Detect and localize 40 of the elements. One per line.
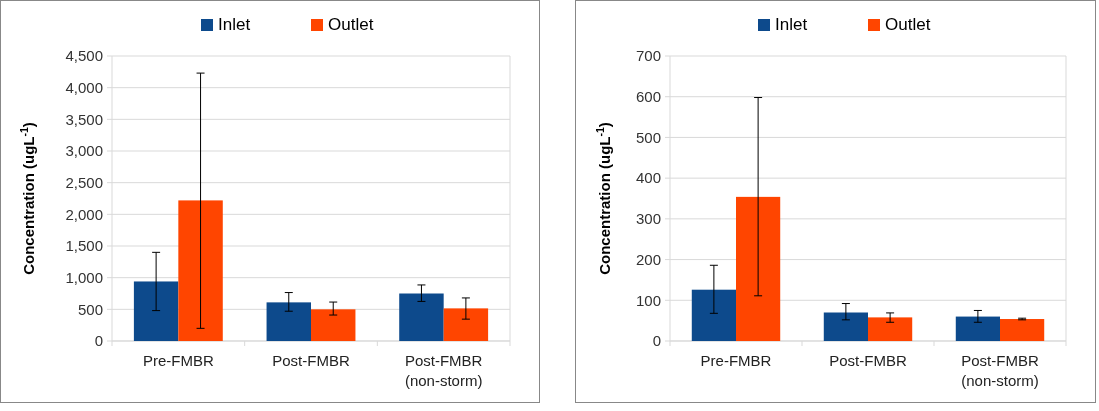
y-tick-label: 300 bbox=[635, 210, 661, 228]
bar bbox=[266, 302, 311, 341]
x-tick-label: Pre-FMBR bbox=[700, 352, 772, 369]
y-tick-label: 400 bbox=[635, 169, 661, 187]
x-tick-label: Post-FMBR bbox=[829, 352, 907, 369]
bar bbox=[443, 308, 489, 341]
legend-label: Outlet bbox=[885, 15, 931, 34]
x-tick-label: Post-FMBR (non-storm) bbox=[404, 352, 483, 389]
y-tick-label: 4,500 bbox=[65, 47, 103, 65]
bar bbox=[133, 281, 179, 341]
x-tick-label: Post-FMBR bbox=[272, 352, 350, 369]
y-tick-label: 200 bbox=[635, 250, 661, 268]
legend-label: Inlet bbox=[775, 15, 808, 34]
y-tick-label: 100 bbox=[635, 291, 661, 309]
y-tick-label: 600 bbox=[635, 87, 661, 105]
y-tick-label: 2,000 bbox=[65, 205, 103, 223]
bar bbox=[823, 312, 868, 341]
y-tick-label: 500 bbox=[635, 128, 661, 146]
y-tick-label: 3,000 bbox=[65, 142, 103, 160]
x-tick-label: Post-FMBR (non-storm) bbox=[961, 352, 1039, 389]
y-tick-label: 1,500 bbox=[65, 237, 103, 255]
y-tick-label: 700 bbox=[635, 47, 661, 65]
bar bbox=[399, 293, 444, 341]
x-tick-label: Pre-FMBR bbox=[142, 352, 214, 369]
y-tick-label: 3,500 bbox=[65, 110, 103, 128]
bar bbox=[311, 309, 356, 341]
y-tick-label: 1,000 bbox=[65, 268, 103, 286]
y-tick-label: 2,500 bbox=[65, 173, 103, 191]
bar bbox=[736, 196, 781, 341]
legend-label: Outlet bbox=[328, 15, 374, 34]
bar bbox=[691, 289, 736, 341]
bar bbox=[178, 200, 223, 341]
bar bbox=[1000, 319, 1045, 341]
y-tick-label: 0 bbox=[652, 332, 661, 350]
y-tick-label: 500 bbox=[77, 300, 103, 318]
legend-label: Inlet bbox=[218, 15, 251, 34]
y-tick-label: 0 bbox=[94, 332, 103, 350]
bar bbox=[868, 317, 913, 341]
bar bbox=[955, 316, 1000, 341]
y-tick-label: 4,000 bbox=[65, 78, 103, 96]
